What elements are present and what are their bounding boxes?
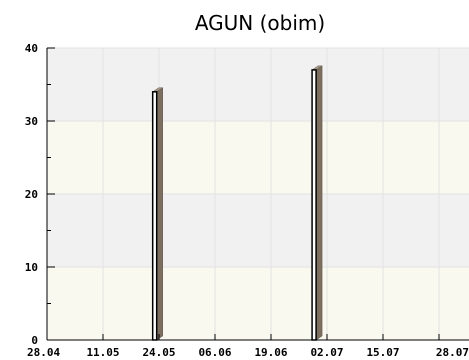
bar-front — [311, 69, 317, 341]
bar-side — [156, 87, 163, 341]
x-ticks: 28.04 11.05 24.05 06.06 19.06 02.07 15.07 28.07 — [27, 334, 469, 359]
y-tick-label: 10 — [25, 261, 38, 274]
x-tick-label: 11.05 — [86, 346, 119, 359]
x-tick-label: 15.07 — [366, 346, 399, 359]
y-tick-label: 40 — [25, 42, 38, 55]
plot-band — [47, 267, 469, 340]
y-tick-label: 20 — [25, 188, 38, 201]
x-tick-label: 28.04 — [27, 346, 60, 359]
y-tick-label: 0 — [31, 334, 38, 347]
x-tick-label: 24.05 — [142, 346, 175, 359]
bar — [311, 65, 323, 341]
chart-title: AGUN (obim) — [195, 11, 325, 35]
x-tick-label: 06.06 — [198, 346, 231, 359]
bar-front — [151, 91, 158, 341]
x-tick-label: 02.07 — [310, 346, 343, 359]
bars — [151, 65, 323, 341]
plot-band — [47, 121, 469, 194]
y-ticks: 0 10 20 30 40 — [25, 42, 55, 347]
x-tick-label: 28.07 — [436, 346, 469, 359]
x-tick-label: 19.06 — [254, 346, 287, 359]
bar-side — [315, 65, 323, 341]
plot-band — [47, 48, 469, 121]
y-tick-label: 30 — [25, 115, 38, 128]
bar — [151, 87, 164, 341]
plot-band — [47, 194, 469, 267]
plot-area — [47, 48, 469, 340]
